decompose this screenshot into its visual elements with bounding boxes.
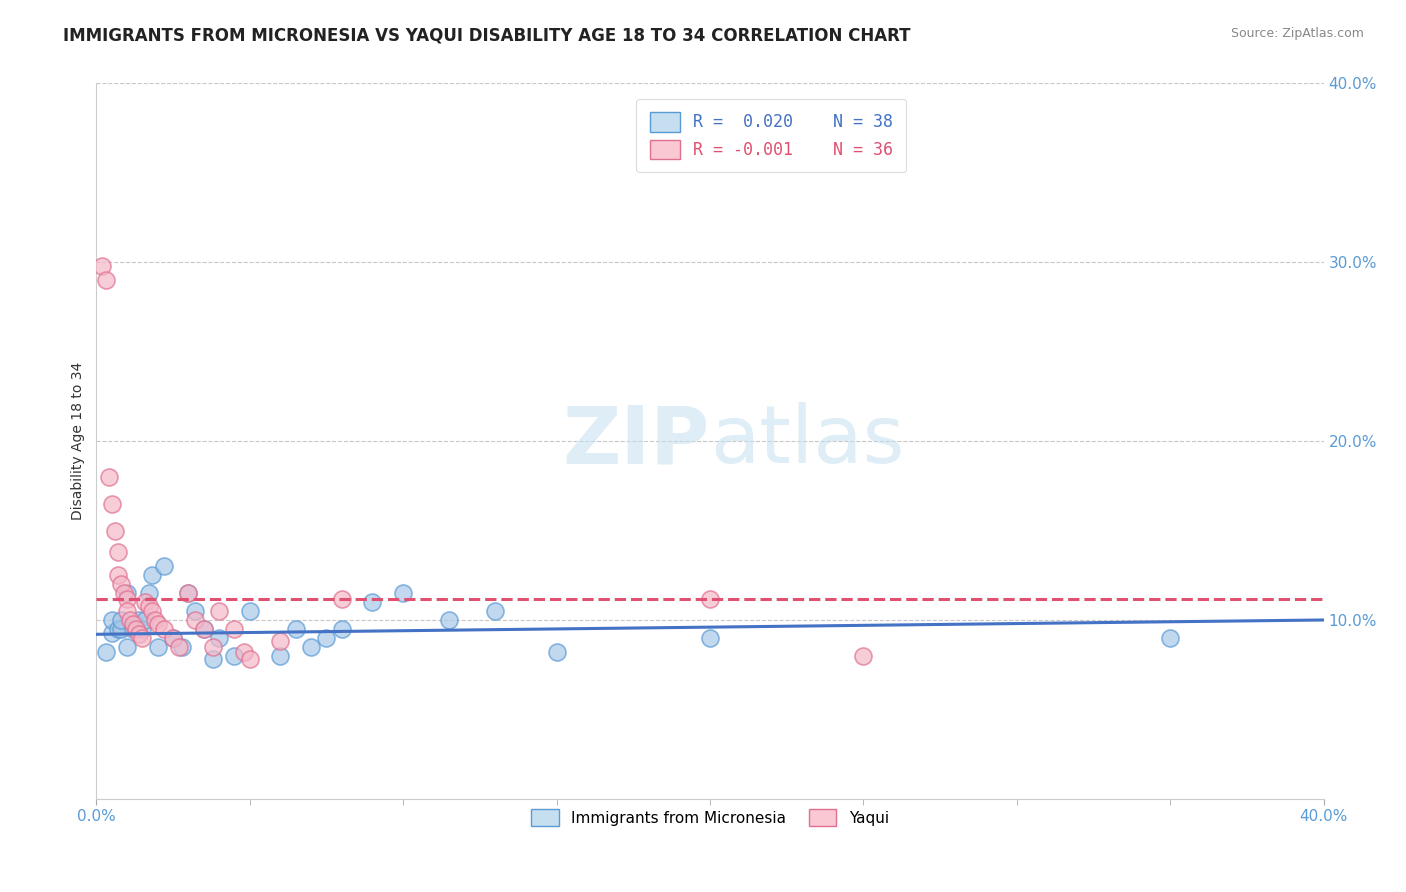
Point bbox=[201, 640, 224, 654]
Point bbox=[138, 599, 160, 613]
Point bbox=[193, 622, 215, 636]
Point bbox=[122, 622, 145, 636]
Point bbox=[232, 645, 254, 659]
Text: Source: ZipAtlas.com: Source: ZipAtlas.com bbox=[1230, 27, 1364, 40]
Point bbox=[110, 613, 132, 627]
Point bbox=[138, 586, 160, 600]
Point bbox=[153, 559, 176, 574]
Point bbox=[699, 631, 721, 645]
Point bbox=[239, 604, 262, 618]
Point bbox=[115, 604, 138, 618]
Point bbox=[392, 586, 415, 600]
Point bbox=[224, 622, 246, 636]
Point bbox=[107, 545, 129, 559]
Point bbox=[208, 604, 231, 618]
Point bbox=[125, 622, 148, 636]
Point bbox=[315, 631, 337, 645]
Point bbox=[162, 631, 184, 645]
Point bbox=[162, 631, 184, 645]
Point bbox=[134, 595, 156, 609]
Point bbox=[131, 631, 153, 645]
Point bbox=[146, 616, 169, 631]
Point bbox=[125, 616, 148, 631]
Point bbox=[120, 613, 142, 627]
Point bbox=[97, 470, 120, 484]
Point bbox=[269, 634, 291, 648]
Point bbox=[177, 586, 200, 600]
Point bbox=[437, 613, 460, 627]
Point bbox=[239, 652, 262, 666]
Point bbox=[100, 613, 122, 627]
Point bbox=[94, 645, 117, 659]
Point bbox=[269, 648, 291, 663]
Point bbox=[201, 652, 224, 666]
Point bbox=[852, 648, 875, 663]
Point bbox=[330, 591, 353, 606]
Point bbox=[115, 586, 138, 600]
Point bbox=[167, 640, 190, 654]
Point bbox=[112, 586, 135, 600]
Point bbox=[146, 640, 169, 654]
Point bbox=[484, 604, 506, 618]
Legend: Immigrants from Micronesia, Yaqui: Immigrants from Micronesia, Yaqui bbox=[523, 801, 897, 834]
Point bbox=[141, 604, 163, 618]
Point bbox=[107, 622, 129, 636]
Point bbox=[284, 622, 307, 636]
Point bbox=[115, 640, 138, 654]
Point bbox=[128, 627, 150, 641]
Point bbox=[94, 273, 117, 287]
Point bbox=[183, 604, 205, 618]
Point bbox=[546, 645, 568, 659]
Point bbox=[100, 497, 122, 511]
Point bbox=[172, 640, 194, 654]
Point bbox=[107, 568, 129, 582]
Point bbox=[330, 622, 353, 636]
Point bbox=[110, 622, 132, 636]
Point bbox=[100, 625, 122, 640]
Point bbox=[299, 640, 322, 654]
Point bbox=[193, 622, 215, 636]
Point bbox=[104, 524, 127, 538]
Text: ZIP: ZIP bbox=[562, 402, 710, 480]
Point bbox=[224, 648, 246, 663]
Point bbox=[128, 613, 150, 627]
Point bbox=[131, 622, 153, 636]
Point bbox=[361, 595, 384, 609]
Point bbox=[115, 591, 138, 606]
Point bbox=[134, 613, 156, 627]
Point bbox=[143, 613, 166, 627]
Point bbox=[122, 616, 145, 631]
Point bbox=[183, 613, 205, 627]
Text: IMMIGRANTS FROM MICRONESIA VS YAQUI DISABILITY AGE 18 TO 34 CORRELATION CHART: IMMIGRANTS FROM MICRONESIA VS YAQUI DISA… bbox=[63, 27, 911, 45]
Text: atlas: atlas bbox=[710, 402, 904, 480]
Point bbox=[91, 259, 114, 273]
Point bbox=[208, 631, 231, 645]
Point bbox=[177, 586, 200, 600]
Y-axis label: Disability Age 18 to 34: Disability Age 18 to 34 bbox=[72, 362, 86, 520]
Point bbox=[153, 622, 176, 636]
Point bbox=[1159, 631, 1181, 645]
Point bbox=[110, 577, 132, 591]
Point bbox=[699, 591, 721, 606]
Point bbox=[141, 568, 163, 582]
